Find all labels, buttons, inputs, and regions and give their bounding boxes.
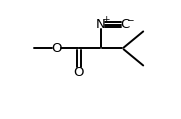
- Text: O: O: [73, 66, 84, 79]
- Text: N: N: [96, 18, 106, 31]
- Text: C: C: [121, 18, 130, 31]
- Text: O: O: [51, 42, 62, 55]
- Text: −: −: [126, 15, 134, 24]
- Text: +: +: [102, 15, 109, 24]
